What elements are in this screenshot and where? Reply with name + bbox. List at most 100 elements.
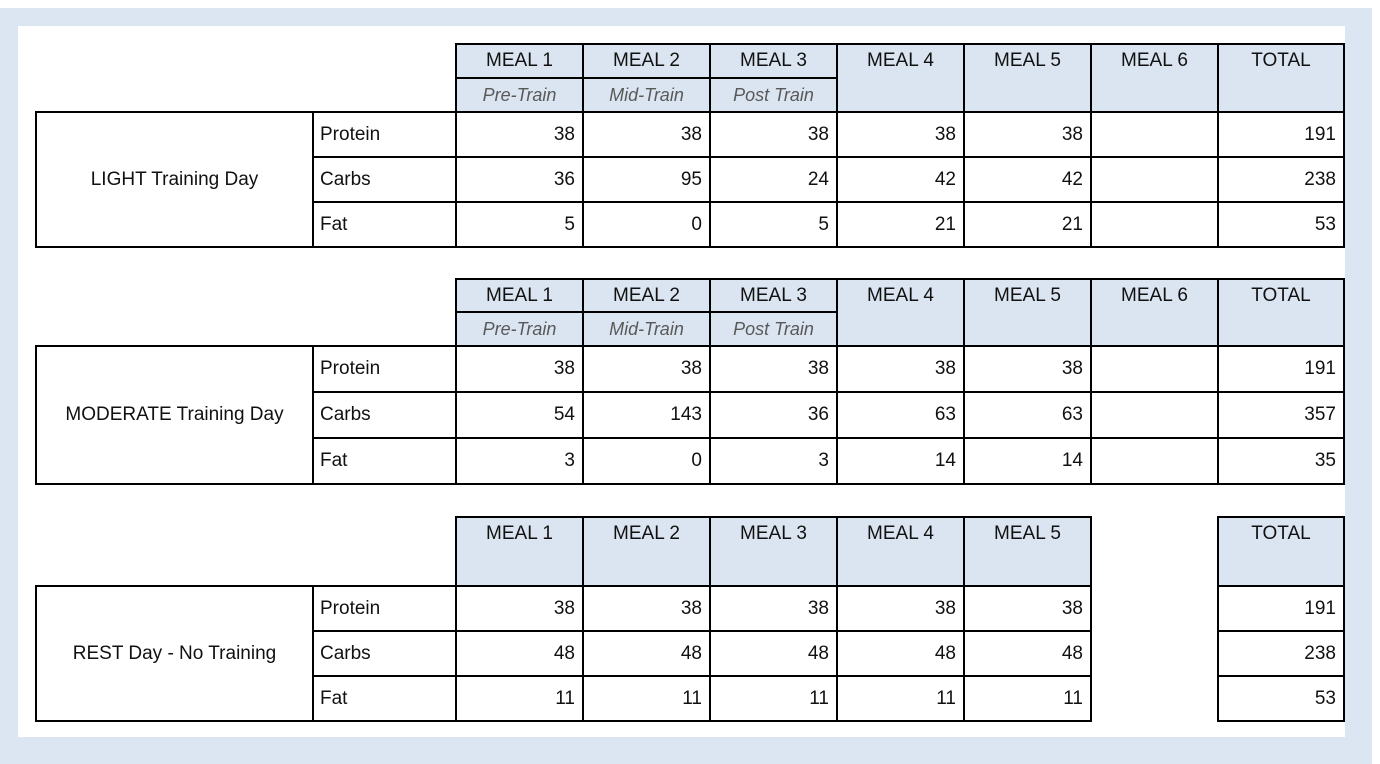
value-cell: 48 [709, 630, 838, 677]
macro-label-cell: Fat [312, 201, 457, 248]
fat-row: Fat 11 11 11 11 11 53 [36, 675, 1345, 722]
meal-1-header: MEAL 1 [455, 43, 584, 79]
value-cell: 38 [455, 585, 584, 632]
value-cell: 38 [455, 345, 584, 393]
meal-5-header: MEAL 5 [963, 516, 1092, 587]
meal-2-header: MEAL 2 [582, 278, 711, 313]
day-label-cell: MODERATE Training Day [35, 345, 314, 485]
value-cell: 11 [836, 675, 965, 722]
sub-header-row: Pre-Train Mid-Train Post Train [36, 77, 1344, 113]
gap-spacer [1091, 676, 1218, 721]
value-cell-empty [1090, 437, 1219, 485]
pre-train-subheader: Pre-Train [455, 77, 584, 113]
carbs-row: Carbs 36 95 24 42 42 238 [36, 156, 1345, 203]
fat-row: Fat 3 0 3 14 14 35 [36, 437, 1345, 485]
value-cell: 42 [963, 156, 1092, 203]
macro-label-cell: Carbs [312, 391, 457, 439]
protein-row: REST Day - No Training Protein 38 38 38 … [35, 585, 1345, 722]
value-cell: 11 [963, 675, 1092, 722]
value-cell: 42 [836, 156, 965, 203]
value-cell: 38 [963, 585, 1092, 632]
value-cell: 11 [709, 675, 838, 722]
value-cell-empty [1090, 201, 1219, 248]
total-cell: 357 [1217, 391, 1345, 439]
value-cell: 63 [836, 391, 965, 439]
header-spacer [36, 312, 456, 346]
gap-spacer [1091, 631, 1218, 676]
value-cell: 3 [709, 437, 838, 485]
value-cell: 36 [455, 156, 584, 203]
value-cell: 38 [963, 111, 1092, 158]
value-cell: 0 [582, 201, 711, 248]
meal-5-header: MEAL 5 [963, 278, 1092, 347]
carbs-row: Carbs 48 48 48 48 48 238 [36, 630, 1345, 677]
value-cell: 38 [963, 345, 1092, 393]
header-spacer [36, 517, 456, 586]
gap-spacer [1091, 586, 1218, 631]
total-header: TOTAL [1217, 278, 1345, 347]
value-cell: 48 [963, 630, 1092, 677]
moderate-training-day-table: MEAL 1 MEAL 2 MEAL 3 MEAL 4 MEAL 5 MEAL … [35, 278, 1345, 485]
macro-label-cell: Protein [312, 585, 457, 632]
value-cell: 38 [709, 111, 838, 158]
macro-label-cell: Fat [312, 675, 457, 722]
macro-label-cell: Protein [312, 345, 457, 393]
day-label-cell: REST Day - No Training [35, 585, 314, 722]
total-header: TOTAL [1217, 43, 1345, 113]
value-cell: 38 [582, 345, 711, 393]
meal-4-header: MEAL 4 [836, 43, 965, 113]
value-cell: 5 [709, 201, 838, 248]
value-cell-empty [1090, 156, 1219, 203]
macro-label-cell: Fat [312, 437, 457, 485]
meal-5-header: MEAL 5 [963, 43, 1092, 113]
value-cell: 63 [963, 391, 1092, 439]
value-cell: 48 [582, 630, 711, 677]
meal-6-header: MEAL 6 [1090, 278, 1219, 347]
value-cell: 24 [709, 156, 838, 203]
post-train-subheader: Post Train [709, 77, 838, 113]
total-cell: 53 [1217, 201, 1345, 248]
value-cell: 143 [582, 391, 711, 439]
rest-day-table: MEAL 1 MEAL 2 MEAL 3 MEAL 4 MEAL 5 TOTAL… [35, 516, 1345, 722]
meal-3-header: MEAL 3 [709, 516, 838, 587]
mid-train-subheader: Mid-Train [582, 77, 711, 113]
value-cell: 36 [709, 391, 838, 439]
total-cell: 35 [1217, 437, 1345, 485]
gap-spacer [1091, 517, 1218, 586]
value-cell: 38 [455, 111, 584, 158]
meal-header-row: MEAL 1 MEAL 2 MEAL 3 MEAL 4 MEAL 5 MEAL … [36, 278, 1345, 347]
meal-header-row: MEAL 1 MEAL 2 MEAL 3 MEAL 4 MEAL 5 TOTAL [36, 516, 1345, 587]
sub-header-row: Pre-Train Mid-Train Post Train [36, 311, 1344, 347]
meal-header-row: MEAL 1 MEAL 2 MEAL 3 MEAL 4 MEAL 5 MEAL … [36, 43, 1345, 113]
meal-3-header: MEAL 3 [709, 278, 838, 313]
pre-train-subheader: Pre-Train [455, 311, 584, 347]
meal-3-header: MEAL 3 [709, 43, 838, 79]
fat-row: Fat 5 0 5 21 21 53 [36, 201, 1345, 248]
value-cell-empty [1090, 111, 1219, 158]
macro-label-cell: Protein [312, 111, 457, 158]
total-cell: 191 [1217, 111, 1345, 158]
value-cell-empty [1090, 391, 1219, 439]
mid-train-subheader: Mid-Train [582, 311, 711, 347]
protein-row: LIGHT Training Day Protein 38 38 38 38 3… [35, 111, 1345, 248]
post-train-subheader: Post Train [709, 311, 838, 347]
value-cell: 5 [455, 201, 584, 248]
meal-1-header: MEAL 1 [455, 516, 584, 587]
header-spacer [36, 44, 456, 78]
total-header: TOTAL [1217, 516, 1345, 587]
value-cell: 48 [455, 630, 584, 677]
value-cell: 21 [963, 201, 1092, 248]
value-cell: 14 [836, 437, 965, 485]
total-cell: 53 [1217, 675, 1345, 722]
value-cell: 38 [709, 345, 838, 393]
header-spacer [36, 78, 456, 112]
meal-1-header: MEAL 1 [455, 278, 584, 313]
value-cell: 21 [836, 201, 965, 248]
meal-2-header: MEAL 2 [582, 43, 711, 79]
value-cell: 38 [836, 111, 965, 158]
total-cell: 191 [1217, 345, 1345, 393]
light-training-day-table: MEAL 1 MEAL 2 MEAL 3 MEAL 4 MEAL 5 MEAL … [35, 43, 1345, 248]
meal-4-header: MEAL 4 [836, 516, 965, 587]
value-cell: 0 [582, 437, 711, 485]
value-cell: 54 [455, 391, 584, 439]
